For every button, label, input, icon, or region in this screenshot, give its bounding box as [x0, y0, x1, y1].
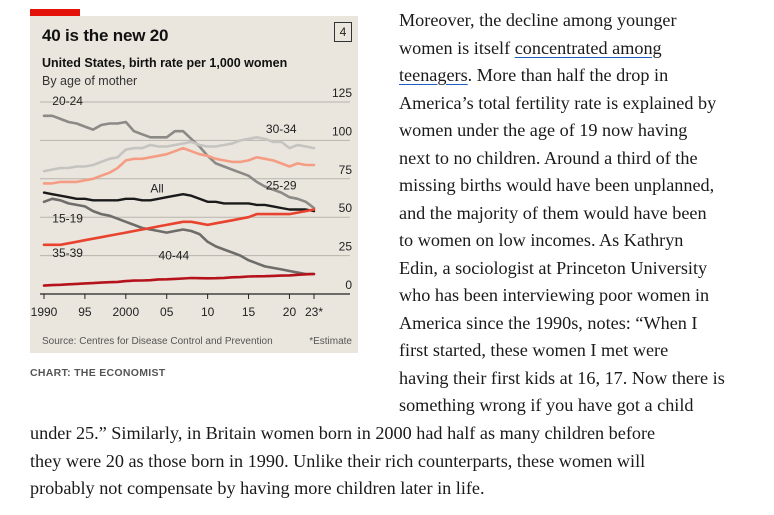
series-label-40-44: 40-44 — [159, 248, 190, 262]
line-chart: 0 25 50 75 100 125 1990 95 2000 05 10 15 20 23* 20-2… — [31, 86, 353, 319]
article-line: probably not compensate by having more c… — [30, 478, 485, 498]
x-tick-label: 20 — [283, 305, 297, 319]
article-line: they were 20 as those born in 1990. Unli… — [30, 450, 646, 471]
chart-footnote: *Estimate — [309, 336, 352, 347]
article-line: Edin, a sociologist at Princeton Univers… — [399, 257, 708, 278]
article-line: America since the 1990s, notes: “When I — [399, 312, 698, 333]
series-label-35-39: 35-39 — [52, 246, 83, 260]
series-label-30-34: 30-34 — [266, 122, 297, 136]
teenagers-link[interactable]: teenagers — [399, 65, 468, 85]
chart-subtitle: United States, birth rate per 1,000 wome… — [42, 56, 288, 70]
chart-card: 40 is the new 20 4 United States, birth … — [30, 16, 358, 353]
series-label-15-19: 15-19 — [52, 211, 83, 225]
article-line: to women on low incomes. As Kathryn — [399, 230, 684, 250]
x-tick-label: 95 — [78, 305, 92, 319]
article-line: missing births would have been unplanned… — [399, 175, 715, 195]
series-label-25-29: 25-29 — [266, 178, 297, 192]
series-line-30-34 — [42, 136, 316, 173]
y-tick-label: 50 — [339, 201, 353, 215]
chart-number-badge: 4 — [334, 22, 352, 42]
series-line-20-24 — [42, 114, 316, 210]
series-labels: 20-24 30-34 25-29 All 15-19 35-39 40-44 — [52, 94, 297, 263]
series-label-20-24: 20-24 — [52, 94, 83, 108]
x-tick-label: 23* — [305, 305, 323, 319]
article-line: first started, these women I met were — [399, 340, 669, 360]
article-line: women under the age of 19 now having — [399, 120, 688, 140]
y-axis-ticks: 0 25 50 75 100 125 — [332, 86, 352, 292]
article-text-segment: women is itself — [399, 37, 515, 58]
article-line: something wrong if you have got a child — [399, 395, 694, 415]
article-text-segment: . More than half the drop in — [467, 65, 669, 85]
x-axis-ticks: 1990 95 2000 05 10 15 20 23* — [31, 294, 323, 319]
article-line: Moreover, the decline among younger — [399, 10, 677, 30]
series-line-all — [42, 191, 316, 213]
article-line: teenagers. More than half the drop in — [399, 62, 725, 90]
y-tick-label: 0 — [345, 278, 352, 292]
x-tick-label: 2000 — [112, 305, 139, 319]
x-tick-label: 1990 — [31, 305, 58, 319]
article-line: and the majority of them would have been — [399, 202, 707, 223]
chart-source: Source: Centres for Disease Control and … — [42, 336, 273, 347]
article-line: having their first kids at 16, 17. Now t… — [399, 367, 725, 388]
series-line-15-19 — [42, 197, 316, 276]
y-tick-label: 100 — [332, 124, 352, 138]
article-line: under 25.” Similarly, in Britain women b… — [30, 423, 656, 443]
article-line: who has been interviewing poor women in — [399, 285, 710, 305]
article-line: women is itself concentrated among — [399, 35, 725, 63]
series-line-35-39 — [42, 208, 316, 247]
grid-lines — [40, 101, 350, 295]
chart-credit: CHART: THE ECONOMIST — [30, 367, 166, 379]
chart-subtitle-secondary: By age of mother — [42, 74, 138, 88]
series-label-all: All — [150, 181, 163, 195]
brand-accent-bar — [30, 9, 80, 16]
series-line-25-29 — [42, 146, 316, 185]
article-text-column: Moreover, the decline among younger wome… — [399, 7, 725, 420]
article-line: America’s total fertility rate is explai… — [399, 92, 717, 113]
chart-title: 40 is the new 20 — [42, 26, 169, 45]
y-tick-label: 25 — [339, 240, 353, 254]
x-tick-label: 05 — [160, 305, 174, 319]
article-line: next to no children. Around a third of t… — [399, 147, 698, 168]
y-tick-label: 75 — [339, 163, 353, 177]
series-line-40-44 — [42, 272, 316, 287]
y-tick-label: 125 — [332, 86, 352, 100]
x-tick-label: 15 — [242, 305, 256, 319]
x-tick-label: 10 — [201, 305, 215, 319]
article-text-full-width: under 25.” Similarly, in Britain women b… — [30, 420, 655, 503]
concentrated-among-teenagers-link[interactable]: concentrated among — [514, 37, 662, 58]
series-lines — [42, 114, 316, 287]
